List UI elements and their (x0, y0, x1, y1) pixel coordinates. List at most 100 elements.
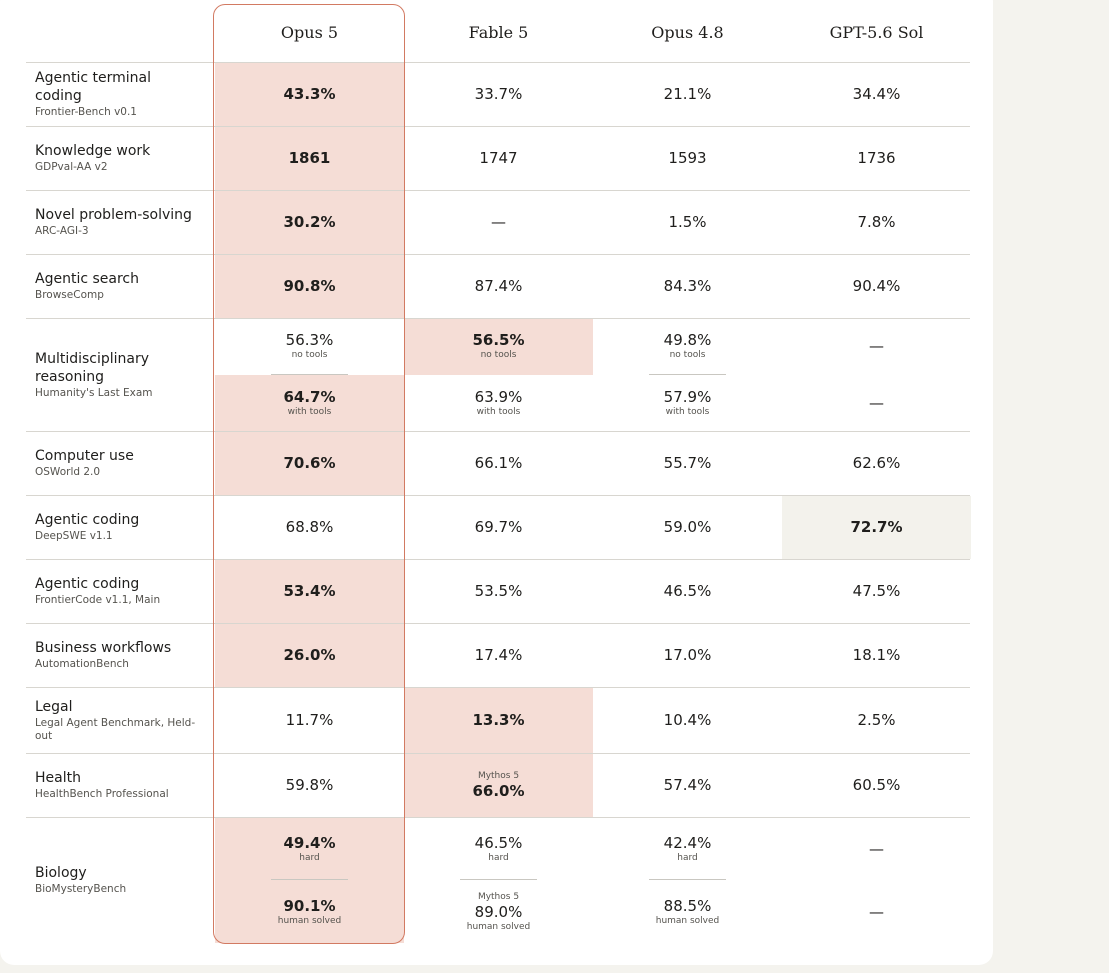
cell-value: 66.0% (472, 782, 525, 800)
table-cell: 47.5% (782, 582, 971, 600)
cell-value: 56.3% (285, 331, 334, 350)
highlight-cell (215, 560, 404, 623)
table-cell: 90.8% (215, 277, 404, 295)
table-cell: Mythos 5 89.0% human solved (404, 891, 593, 933)
benchmark-name: Multidisciplinary reasoning (35, 350, 150, 385)
table-cell: 64.7% with tools (215, 388, 404, 418)
table-cell: 66.1% (404, 454, 593, 472)
row-divider (26, 431, 970, 432)
cell-value: — (869, 393, 884, 412)
cell-condition: hard (677, 852, 698, 863)
sub-divider (271, 879, 348, 880)
row-label: Agentic terminal coding Frontier-Bench v0… (35, 69, 200, 119)
table-cell: 17.0% (593, 646, 782, 664)
cell-value: 2.5% (857, 711, 896, 729)
column-header: Opus 5 (280, 23, 339, 42)
row-label: Computer use OSWorld 2.0 (35, 447, 200, 479)
table-cell: 49.8% no tools (593, 331, 782, 361)
cell-value: 1.5% (668, 213, 707, 231)
table-cell: 2.5% (782, 711, 971, 729)
cell-value: 64.7% (283, 387, 336, 406)
table-cell: 62.6% (782, 454, 971, 472)
table-cell: 53.5% (404, 582, 593, 600)
cell-value: 21.1% (663, 85, 712, 103)
cell-value: 87.4% (474, 277, 523, 295)
highlight-column-frame (213, 4, 405, 944)
table-cell: 59.8% (215, 776, 404, 794)
cell-condition: with tools (287, 406, 332, 417)
sub-divider (460, 879, 537, 880)
table-cell: 1736 (782, 149, 971, 167)
cell-value: 62.6% (852, 454, 901, 472)
highlight-cell (215, 432, 404, 495)
sub-divider (649, 879, 726, 880)
table-cell: 33.7% (404, 85, 593, 103)
cell-value: 69.7% (474, 518, 523, 536)
table-cell: 42.4% hard (593, 834, 782, 864)
cell-value: 1747 (479, 149, 518, 167)
row-divider (26, 495, 970, 496)
table-cell: 46.5% (593, 582, 782, 600)
table-cell: — (404, 213, 593, 231)
cell-value: 47.5% (852, 582, 901, 600)
cell-value: 1593 (668, 149, 707, 167)
table-cell: — (782, 394, 971, 412)
table-cell: 26.0% (215, 646, 404, 664)
column-header: GPT-5.6 Sol (829, 23, 924, 42)
table-cell: 72.7% (782, 518, 971, 536)
cell-value: 1861 (288, 149, 331, 167)
cell-value: 59.8% (285, 776, 334, 794)
cell-value: 34.4% (852, 85, 901, 103)
cell-condition: no tools (669, 350, 706, 361)
column-header: Opus 4.8 (651, 23, 724, 42)
benchmark-name: Legal (35, 698, 73, 715)
row-label: Agentic coding DeepSWE v1.1 (35, 511, 200, 543)
cell-value: 7.8% (857, 213, 896, 231)
benchmark-source: GDPval-AA v2 (35, 161, 108, 173)
cell-value: 11.7% (285, 711, 334, 729)
cell-value: 53.4% (283, 582, 336, 600)
table-cell: — (782, 337, 971, 355)
benchmark-name: Agentic coding (35, 512, 140, 528)
table-cell: 49.4% hard (215, 834, 404, 864)
cell-condition: hard (299, 852, 320, 863)
row-label: Novel problem-solving ARC-AGI-3 (35, 206, 200, 238)
cell-value: 30.2% (283, 213, 336, 231)
row-divider (26, 62, 970, 63)
benchmark-name: Agentic search (35, 271, 139, 287)
row-divider (26, 318, 970, 319)
benchmark-name: Biology (35, 865, 87, 881)
table-cell: 13.3% (404, 711, 593, 729)
row-label: Business workflows AutomationBench (35, 639, 200, 671)
benchmark-source: ARC-AGI-3 (35, 225, 89, 237)
benchmark-source: DeepSWE v1.1 (35, 530, 113, 542)
cell-value: 90.8% (283, 277, 336, 295)
row-label: Agentic coding FrontierCode v1.1, Main (35, 575, 200, 607)
column-header: Fable 5 (468, 23, 529, 42)
row-divider (26, 559, 970, 560)
highlight-cell (404, 319, 593, 375)
highlight-cell (215, 374, 404, 431)
table-cell: Mythos 5 66.0% (404, 770, 593, 800)
sub-divider (271, 373, 348, 375)
benchmark-source: Legal Agent Benchmark, Held-out (35, 716, 196, 742)
cell-value: — (869, 839, 884, 858)
row-divider (26, 126, 970, 127)
cell-value: 55.7% (663, 454, 712, 472)
row-label: Health HealthBench Professional (35, 769, 200, 801)
cell-condition: no tools (480, 350, 517, 361)
cell-value: 43.3% (283, 85, 336, 103)
benchmark-source: OSWorld 2.0 (35, 466, 101, 478)
benchmark-source: BrowseComp (35, 289, 104, 301)
benchmark-name: Health (35, 770, 81, 786)
highlight-cell (215, 127, 404, 190)
table-cell: 53.4% (215, 582, 404, 600)
cell-condition: human solved (277, 915, 342, 926)
highlight-cell (215, 624, 404, 687)
table-cell: 34.4% (782, 85, 971, 103)
cell-prefix: Mythos 5 (477, 771, 520, 781)
highlight-cell (215, 191, 404, 254)
cell-value: 53.5% (474, 582, 523, 600)
cell-value: 72.7% (850, 518, 903, 536)
